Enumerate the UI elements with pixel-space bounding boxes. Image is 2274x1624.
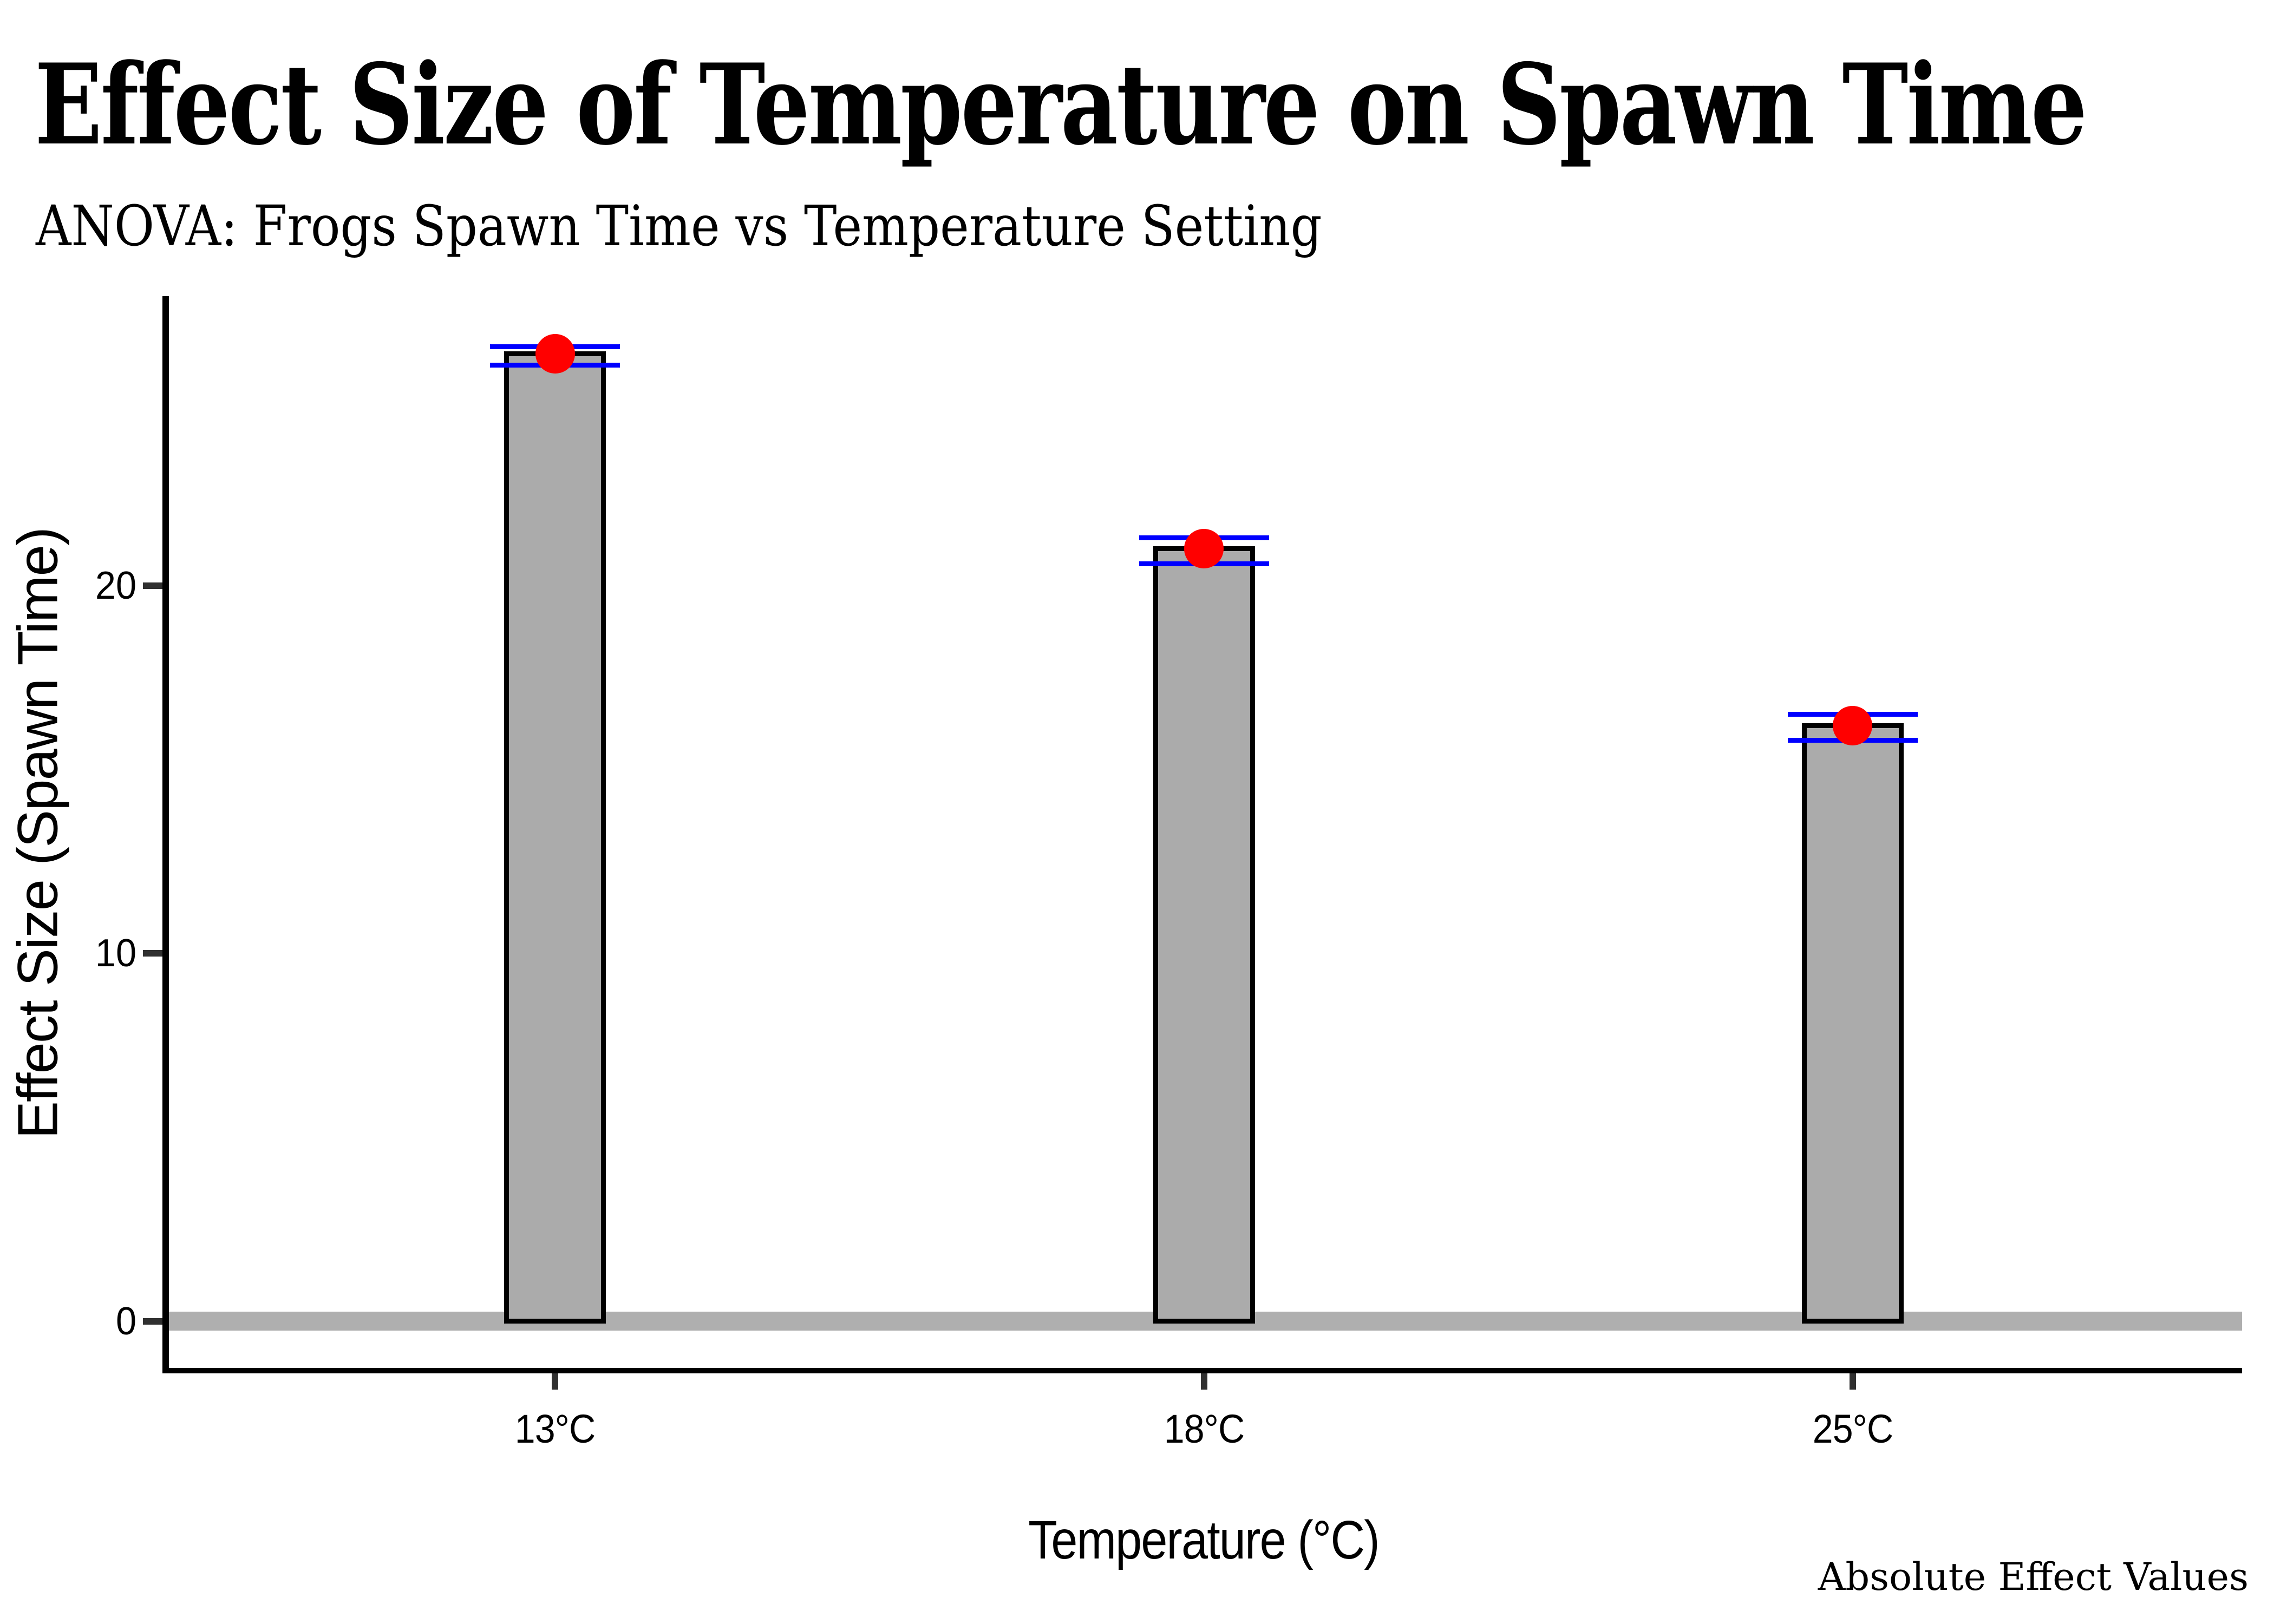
- bar-13°C: [504, 351, 606, 1324]
- x-tick-mark: [1849, 1373, 1856, 1390]
- x-tick-label: 25°C: [1812, 1406, 1893, 1451]
- y-tick-label: 0: [115, 1299, 136, 1343]
- x-tick-label: 13°C: [514, 1406, 596, 1451]
- y-tick-mark: [143, 950, 162, 957]
- x-tick-label: 18°C: [1164, 1406, 1244, 1451]
- x-axis-label: Temperature (°C): [1028, 1510, 1380, 1570]
- point-25°C: [1833, 705, 1873, 745]
- y-tick-label: 20: [95, 564, 136, 607]
- bar-25°C: [1801, 723, 1904, 1324]
- chart-title: Effect Size of Temperature on Spawn Time: [35, 40, 2087, 170]
- point-13°C: [535, 334, 575, 374]
- point-18°C: [1184, 529, 1224, 569]
- y-tick-mark: [143, 582, 162, 589]
- x-tick-mark: [552, 1373, 559, 1390]
- y-tick-mark: [143, 1318, 162, 1325]
- chart-caption: Absolute Effect Values: [1818, 1555, 2249, 1599]
- y-tick-label: 10: [95, 932, 136, 975]
- x-tick-mark: [1200, 1373, 1207, 1390]
- chart-subtitle: ANOVA: Frogs Spawn Time vs Temperature S…: [36, 194, 1322, 259]
- plot-area: [162, 296, 2242, 1373]
